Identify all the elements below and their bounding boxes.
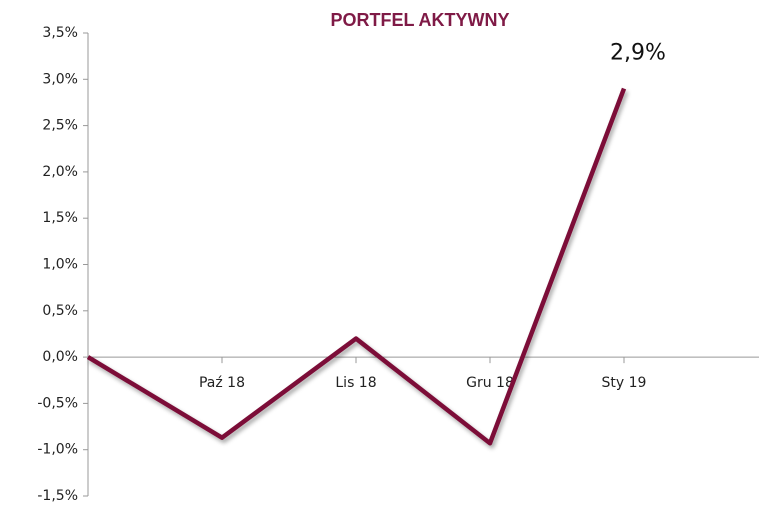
y-tick-label: 0,5% — [42, 303, 78, 319]
chart-title: PORTFEL AKTYWNY — [331, 10, 510, 30]
y-tick-label: 1,0% — [42, 257, 78, 273]
x-tick-label: Gru 18 — [466, 375, 514, 391]
x-tick-label: Sty 19 — [602, 375, 647, 391]
y-tick-label: 0,0% — [42, 349, 78, 365]
x-tick-label: Paź 18 — [199, 375, 245, 391]
y-tick-label: 3,5% — [42, 25, 78, 41]
y-tick-label: 2,0% — [42, 164, 78, 180]
value-label: 2,9% — [610, 41, 666, 66]
y-tick-label: -1,0% — [37, 442, 78, 458]
y-tick-label: 2,5% — [42, 118, 78, 134]
y-tick-label: -0,5% — [37, 395, 78, 411]
y-tick-label: -1,5% — [37, 488, 78, 504]
chart: PORTFEL AKTYWNY -1,5% -1,0% -0,5% 0,0% 0,5% 1… — [0, 0, 759, 512]
y-tick-label: 1,5% — [42, 210, 78, 226]
x-tick-label: Lis 18 — [335, 375, 376, 391]
y-tick-label: 3,0% — [42, 71, 78, 87]
